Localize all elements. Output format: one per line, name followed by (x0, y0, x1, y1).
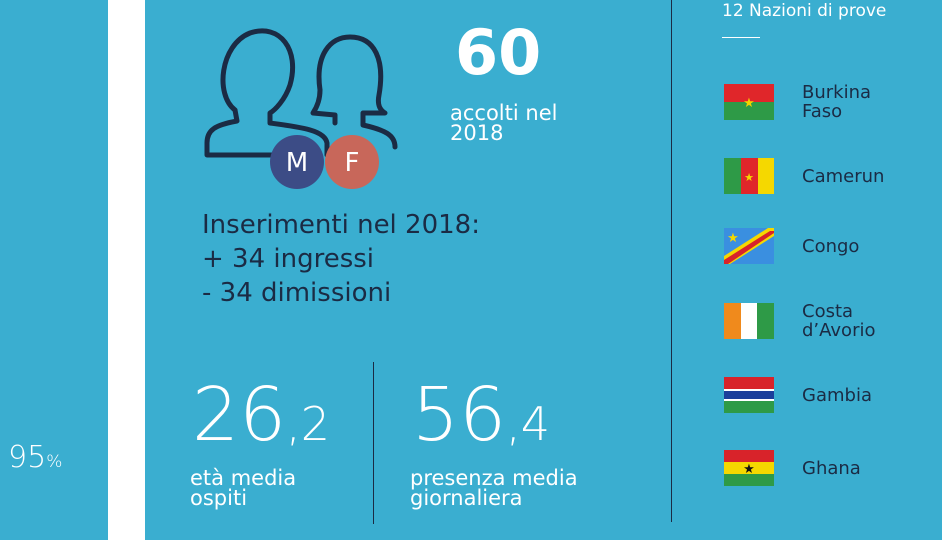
placements-line: - 34 dimissioni (202, 278, 392, 308)
flag-burkina: ★ (724, 84, 774, 120)
country: Ghana (802, 459, 861, 478)
country: Costa d’Avorio (802, 302, 876, 340)
country: Camerun (802, 167, 884, 186)
stat-value: 56,4 (412, 375, 550, 475)
stat-decimal: ,2 (286, 397, 331, 451)
caption-line: età media (190, 466, 297, 490)
stat-value: 26,2 (192, 375, 330, 475)
country: Congo (802, 237, 859, 256)
caption-line: ospiti (190, 486, 248, 510)
placements: Inserimenti nel 2018: + 34 ingressi - 34… (202, 208, 480, 310)
stat-whole: 26 (192, 372, 287, 458)
guests-icon: M F (204, 28, 398, 189)
flag-cameroon: ★ (724, 158, 774, 194)
svg-text:★: ★ (727, 231, 739, 246)
flag-ivory (724, 303, 774, 339)
divider (671, 0, 672, 522)
country-name: Congo (802, 235, 860, 257)
placements-title: Inserimenti nel 2018: (202, 210, 480, 240)
country-name: d’Avorio (802, 320, 876, 341)
caption-line: presenza media (410, 466, 578, 490)
left-percent: 95% (8, 440, 62, 475)
female-label: F (345, 148, 360, 178)
male-label: M (286, 148, 308, 178)
divider (373, 362, 374, 524)
country-name: Costa (802, 301, 854, 322)
male-circle (270, 135, 324, 189)
country: Burkina Faso (802, 83, 871, 121)
percent-value: 95 (8, 440, 47, 475)
female-circle (325, 135, 379, 189)
percent-unit: % (46, 452, 63, 472)
placements-line: + 34 ingressi (202, 244, 375, 274)
caption-line: giornaliera (410, 486, 523, 510)
flag-ghana: ★ (724, 450, 774, 486)
caption-line: 2018 (450, 121, 504, 145)
stat-whole: 56 (412, 372, 507, 458)
flag-congo: ★ (724, 228, 774, 264)
country: Gambia (802, 386, 872, 405)
guests-caption: accolti nel 2018 (450, 101, 558, 145)
svg-text:★: ★ (743, 462, 755, 477)
stat-caption: età media ospiti (190, 466, 297, 510)
flags: ★ ★ ★ ★ (724, 84, 774, 486)
svg-text:★: ★ (744, 171, 754, 184)
country-name: Burkina (802, 82, 872, 103)
country-name: Camerun (802, 165, 885, 187)
guests-count: 60 (455, 16, 542, 89)
flag-gambia (724, 377, 774, 413)
country-name: Gambia (802, 384, 872, 406)
svg-text:★: ★ (743, 96, 755, 111)
stat-caption: presenza media giornaliera (410, 466, 578, 510)
country-name: Ghana (802, 457, 861, 479)
stat-decimal: ,4 (506, 397, 551, 451)
nations-title: 12 Nazioni di prove (722, 1, 887, 21)
white-strip (108, 0, 145, 540)
caption-line: accolti nel (450, 101, 558, 125)
country-name: Faso (802, 101, 843, 122)
title-rule (722, 37, 760, 38)
